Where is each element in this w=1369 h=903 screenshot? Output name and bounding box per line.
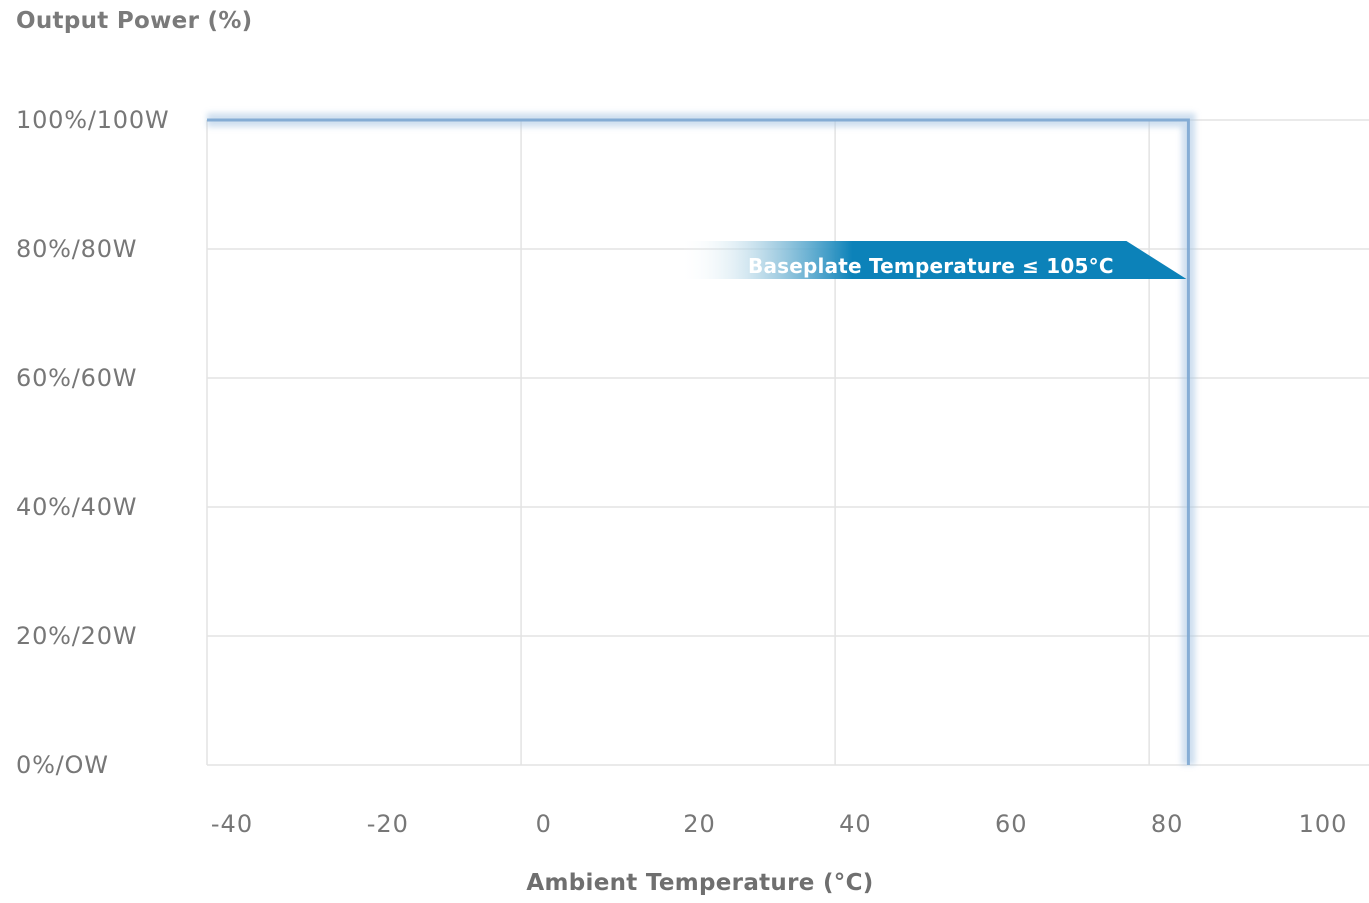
series-line <box>207 118 1190 765</box>
baseplate-temperature-label: Baseplate Temperature ≤ 105°C <box>748 254 1114 278</box>
x-tick-label: 80 <box>1150 810 1184 838</box>
y-tick-label: 100%/100W <box>16 106 170 134</box>
x-tick-label: 40 <box>839 810 872 838</box>
x-tick-label: 60 <box>995 810 1028 838</box>
y-tick-label: 20%/20W <box>16 622 138 650</box>
y-tick-label: 80%/80W <box>16 235 138 263</box>
annotation-layer <box>680 241 1187 279</box>
y-tick-label: 0%/OW <box>16 751 109 779</box>
series-layer <box>207 113 1196 765</box>
x-tick-label: 20 <box>683 810 716 838</box>
annotation-banner <box>680 241 1187 279</box>
x-tick-label: 0 <box>535 810 552 838</box>
series-line-glow <box>207 113 1196 765</box>
y-axis-title: Output Power (%) <box>16 8 253 34</box>
x-axis-title: Ambient Temperature (°C) <box>526 870 874 896</box>
y-tick-label: 40%/40W <box>16 493 138 521</box>
y-tick-label: 60%/60W <box>16 364 138 392</box>
x-tick-label: -40 <box>210 810 254 838</box>
x-tick-label: -20 <box>366 810 409 838</box>
x-tick-label: 100 <box>1298 810 1348 838</box>
